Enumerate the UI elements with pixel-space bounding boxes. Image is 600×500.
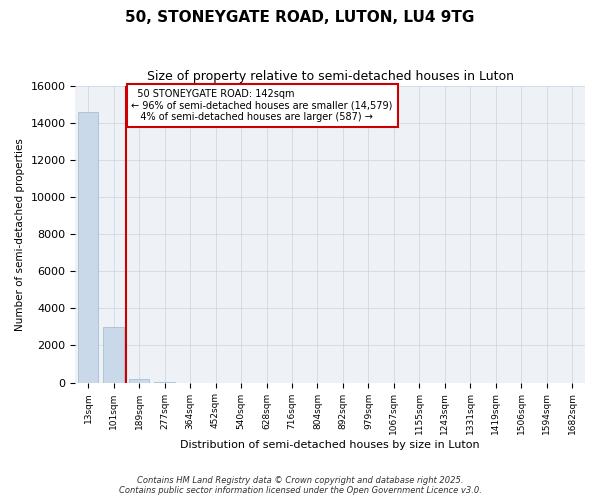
X-axis label: Distribution of semi-detached houses by size in Luton: Distribution of semi-detached houses by … [181,440,480,450]
Title: Size of property relative to semi-detached houses in Luton: Size of property relative to semi-detach… [147,70,514,83]
Text: Contains HM Land Registry data © Crown copyright and database right 2025.
Contai: Contains HM Land Registry data © Crown c… [119,476,481,495]
Bar [78,112,98,382]
Y-axis label: Number of semi-detached properties: Number of semi-detached properties [15,138,25,330]
Text: 50 STONEYGATE ROAD: 142sqm
← 96% of semi-detached houses are smaller (14,579)
  : 50 STONEYGATE ROAD: 142sqm ← 96% of semi… [131,90,393,122]
Text: 50, STONEYGATE ROAD, LUTON, LU4 9TG: 50, STONEYGATE ROAD, LUTON, LU4 9TG [125,10,475,25]
Bar [129,379,149,382]
Bar [103,327,124,382]
